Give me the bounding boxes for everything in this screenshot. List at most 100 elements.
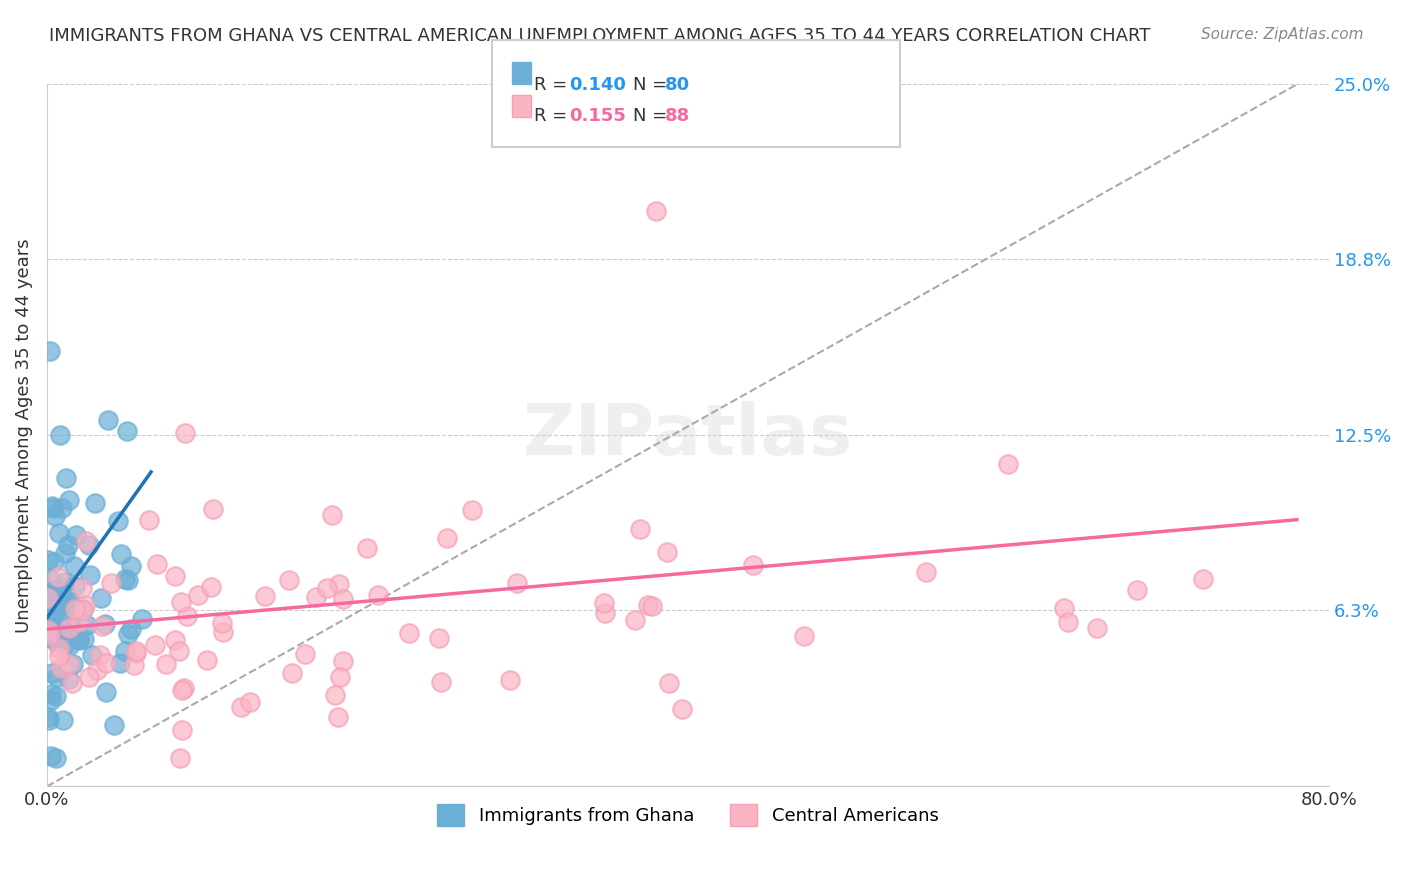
Point: [165, 632, 187, 647]
Point: [281, 666, 304, 681]
Point: [79, 568, 101, 582]
Point: [593, 596, 616, 610]
Point: [131, 612, 153, 626]
Point: [436, 531, 458, 545]
Point: [41, 597, 63, 611]
Point: [155, 657, 177, 672]
Point: [51, 501, 73, 516]
Point: [59, 595, 82, 609]
Legend: Immigrants from Ghana, Central Americans: Immigrants from Ghana, Central Americans: [430, 797, 946, 834]
Point: [294, 647, 316, 661]
Point: [37, 553, 59, 567]
Text: 80: 80: [665, 76, 690, 94]
Point: [62, 657, 84, 671]
Point: [671, 702, 693, 716]
Point: [167, 644, 190, 658]
Point: [53, 639, 76, 653]
Point: [37, 591, 59, 605]
Point: [75, 534, 97, 549]
Point: [37, 585, 59, 599]
Point: [96, 685, 118, 699]
Point: [67, 632, 90, 646]
Point: [45, 635, 67, 649]
Point: [70, 581, 93, 595]
Point: [200, 580, 222, 594]
Point: [915, 566, 938, 580]
Point: [41, 611, 63, 625]
Point: [1053, 601, 1076, 615]
Point: [65, 528, 87, 542]
Point: [367, 588, 389, 602]
Text: N =: N =: [633, 76, 672, 94]
Point: [76, 617, 98, 632]
Point: [195, 653, 218, 667]
Point: [114, 644, 136, 658]
Point: [332, 591, 354, 606]
Point: [658, 676, 681, 690]
Point: [39, 749, 62, 764]
Point: [37, 623, 59, 637]
Point: [39, 344, 62, 359]
Point: [63, 601, 86, 615]
Point: [75, 598, 97, 612]
Point: [63, 558, 86, 573]
Point: [120, 622, 142, 636]
Text: 0.140: 0.140: [569, 76, 626, 94]
Point: [315, 581, 337, 595]
Point: [39, 609, 62, 624]
Point: [201, 502, 224, 516]
Point: [58, 621, 80, 635]
Y-axis label: Unemployment Among Ages 35 to 44 years: Unemployment Among Ages 35 to 44 years: [15, 238, 32, 632]
Point: [169, 751, 191, 765]
Point: [48, 648, 70, 663]
Point: [38, 624, 60, 638]
Point: [45, 751, 67, 765]
Point: [506, 575, 529, 590]
Text: N =: N =: [633, 107, 672, 125]
Point: [48, 640, 70, 655]
Text: ZIPatlas: ZIPatlas: [523, 401, 853, 470]
Point: [115, 425, 138, 439]
Point: [110, 547, 132, 561]
Point: [595, 606, 617, 620]
Point: [170, 683, 193, 698]
Point: [170, 595, 193, 609]
Point: [52, 713, 75, 727]
Point: [1125, 582, 1147, 597]
Text: IMMIGRANTS FROM GHANA VS CENTRAL AMERICAN UNEMPLOYMENT AMONG AGES 35 TO 44 YEARS: IMMIGRANTS FROM GHANA VS CENTRAL AMERICA…: [49, 27, 1150, 45]
Point: [39, 693, 62, 707]
Point: [114, 572, 136, 586]
Point: [628, 522, 651, 536]
Text: R =: R =: [534, 107, 574, 125]
Point: [211, 615, 233, 630]
Point: [60, 676, 83, 690]
Point: [323, 688, 346, 702]
Point: [80, 648, 103, 662]
Point: [89, 648, 111, 662]
Point: [125, 644, 148, 658]
Text: R =: R =: [534, 76, 574, 94]
Point: [44, 555, 66, 569]
Point: [1191, 572, 1213, 586]
Point: [138, 513, 160, 527]
Point: [329, 669, 352, 683]
Point: [72, 601, 94, 615]
Point: [187, 588, 209, 602]
Point: [328, 576, 350, 591]
Point: [94, 656, 117, 670]
Point: [211, 624, 233, 639]
Point: [41, 500, 63, 515]
Point: [39, 628, 62, 642]
Point: [173, 681, 195, 695]
Point: [332, 654, 354, 668]
Point: [41, 665, 63, 680]
Point: [117, 627, 139, 641]
Point: [53, 575, 76, 590]
Point: [91, 619, 114, 633]
Point: [172, 723, 194, 737]
Point: [644, 203, 666, 218]
Point: [143, 638, 166, 652]
Point: [229, 700, 252, 714]
Point: [42, 632, 65, 646]
Point: [58, 672, 80, 686]
